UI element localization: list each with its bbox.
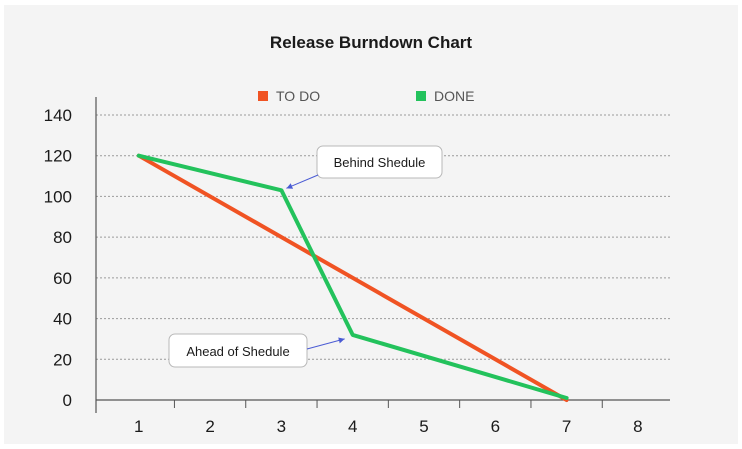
x-tick-label: 5 (419, 417, 428, 436)
x-tick-label: 2 (205, 417, 214, 436)
y-tick-label: 60 (53, 269, 72, 288)
annotation-arrow-behind (286, 174, 319, 189)
y-tick-label: 120 (44, 147, 72, 166)
annotation-arrow-ahead (306, 337, 345, 350)
legend-swatch (416, 91, 426, 101)
x-tick-label: 3 (277, 417, 286, 436)
y-tick-label: 100 (44, 187, 72, 206)
annotation-text-behind: Behind Shedule (334, 155, 426, 170)
y-tick-label: 140 (44, 106, 72, 125)
x-tick-label: 6 (491, 417, 500, 436)
x-tick-label: 4 (348, 417, 357, 436)
y-tick-label: 40 (53, 310, 72, 329)
chart-title: Release Burndown Chart (269, 33, 473, 52)
x-tick-label: 7 (562, 417, 571, 436)
x-tick-label: 1 (134, 417, 143, 436)
annotation-box-ahead (168, 333, 308, 368)
series-line (136, 153, 569, 402)
annotation-box-behind (316, 145, 443, 179)
y-tick-label: 80 (53, 228, 72, 247)
annotation-text-ahead: Ahead of Shedule (186, 344, 289, 359)
y-tick-label: 0 (63, 391, 72, 410)
legend-label: DONE (434, 88, 474, 104)
legend-swatch (258, 91, 268, 101)
x-tick-label: 8 (633, 417, 642, 436)
chart-panel (4, 5, 738, 444)
legend-label: TO DO (276, 88, 320, 104)
y-tick-label: 20 (53, 350, 72, 369)
series-line (136, 153, 569, 400)
